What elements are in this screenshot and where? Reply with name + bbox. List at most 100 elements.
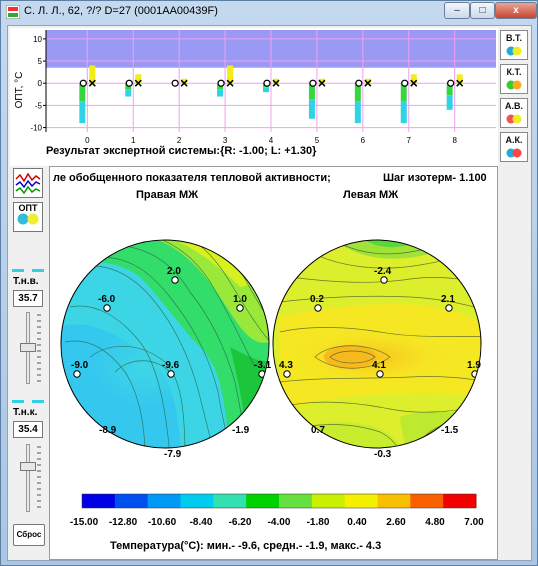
mini-map-icon	[17, 213, 39, 225]
x-tick-label: 3	[223, 136, 228, 145]
bar-negative-bottom	[354, 101, 361, 124]
left-point-label: -1.5	[441, 425, 459, 436]
window-title: С. Л. Л., 62, ?/? D=27 (0001AA00439F)	[24, 5, 218, 17]
opt-label: ОПТ	[18, 203, 38, 213]
colorbar-segment	[246, 494, 280, 508]
zero-marker-circle	[263, 79, 271, 87]
colorbar-tick-label: 7.00	[464, 517, 484, 528]
tnk-slider-thumb[interactable]	[20, 462, 36, 471]
opt-button[interactable]: ОПТ	[13, 202, 43, 232]
opt-chart: 10 5 0 -5 -10 ОПТ, °C 0 1 2 3 4 5 6 7 8	[10, 28, 498, 166]
x-tick-label: 5	[315, 136, 320, 145]
colorbar-labels: -15.00 -12.80 -10.60 -8.40 -6.20 -4.00 -1.80 0.…	[70, 517, 484, 528]
isotherm-step: Шаг изотерм- 1.100	[383, 172, 487, 184]
client-area: 10 5 0 -5 -10 ОПТ, °C 0 1 2 3 4 5 6 7 8 Результат эксп…	[7, 25, 532, 561]
minimize-button[interactable]: –	[444, 2, 470, 19]
y-tick-label: 0	[38, 79, 43, 88]
tnv-value[interactable]: 35.7	[13, 290, 43, 307]
tnv-slider-ticks	[37, 314, 41, 382]
tnv-slider-thumb[interactable]	[20, 343, 36, 352]
right-point-label: 2.0	[167, 266, 181, 277]
x-tick-label: 0	[85, 136, 90, 145]
x-tick-label: 2	[177, 136, 182, 145]
left-point-label: 1.9	[467, 360, 481, 371]
colorbar-segment	[213, 494, 247, 508]
ak-label: А.К.	[505, 135, 523, 145]
bar-positive	[89, 65, 96, 84]
kt-button[interactable]: К.Т.	[500, 64, 528, 94]
close-button[interactable]: x	[495, 2, 537, 19]
bar-positive	[364, 78, 371, 84]
tnv-marker	[32, 269, 44, 272]
app-icon	[6, 5, 20, 19]
expert-system-result: Результат экспертной системы:{R: -1.00; …	[46, 145, 317, 157]
left-point-label: 0.7	[311, 425, 325, 436]
tnk-slider-ticks	[37, 446, 41, 508]
colorbar-tick-label: -4.00	[268, 517, 291, 528]
bar-negative-bottom	[263, 87, 269, 93]
colorbar-segment	[344, 494, 378, 508]
tnk-slider-track[interactable]	[26, 444, 30, 512]
bar-negative-bottom	[217, 89, 224, 97]
bar-negative-top	[354, 83, 361, 102]
colorbar-segment	[443, 494, 477, 508]
zero-marker-circle	[171, 79, 179, 87]
colorbar-border	[81, 493, 477, 509]
bar-negative-bottom	[79, 101, 86, 124]
tnk-label: Т.н.к.	[13, 407, 38, 418]
right-point-label: -7.9	[164, 449, 182, 460]
zero-marker-circle	[401, 79, 409, 87]
x-tick-label: 7	[407, 136, 412, 145]
zero-marker-circle	[217, 79, 225, 87]
zero-marker-cross	[318, 79, 326, 87]
title-bar[interactable]: С. Л. Л., 62, ?/? D=27 (0001AA00439F) – …	[1, 1, 537, 23]
right-breast-outline	[60, 239, 270, 449]
zero-marker-circle	[355, 79, 363, 87]
tnv-label: Т.н.в.	[13, 276, 39, 287]
colorbar-tick-label: 4.80	[425, 517, 445, 528]
colorbar-segment	[147, 494, 181, 508]
bar-negative-bottom	[308, 99, 315, 119]
bar-negative-top	[400, 83, 407, 102]
zero-marker-cross	[180, 79, 188, 87]
bar-negative-top	[446, 83, 453, 96]
bar-positive	[273, 78, 279, 84]
mini-map-icon	[506, 80, 522, 90]
colorbar-tick-label: -1.80	[307, 517, 330, 528]
zero-marker-cross	[88, 79, 96, 87]
left-breast-title: Левая МЖ	[343, 189, 399, 201]
maximize-button[interactable]: □	[470, 2, 495, 19]
colorbar-segment	[410, 494, 444, 508]
tnk-marker	[32, 400, 44, 403]
y-tick-label: -5	[35, 101, 43, 110]
graph-view-button[interactable]	[13, 168, 43, 198]
zero-marker-cross	[364, 79, 372, 87]
right-point-label: -6.0	[98, 294, 116, 305]
left-point-label: -0.3	[374, 449, 392, 460]
vt-button[interactable]: В.Т.	[500, 30, 528, 60]
bar-positive	[410, 74, 417, 84]
colorbar-tick-label: -6.20	[229, 517, 252, 528]
x-tick-label: 6	[361, 136, 366, 145]
reset-button[interactable]: Сброс	[13, 524, 45, 546]
right-point-label: -8.9	[99, 425, 117, 436]
left-point-label: 0.2	[310, 294, 324, 305]
zero-marker-circle	[309, 79, 317, 87]
right-breast-map	[61, 240, 269, 448]
bar-positive	[456, 74, 463, 84]
zero-marker-cross	[456, 79, 464, 87]
colorbar-tick-label: -10.60	[148, 517, 177, 528]
zero-marker-cross	[410, 79, 418, 87]
colorbar-tick-label: 2.60	[386, 517, 406, 528]
bar-negative-bottom	[400, 101, 407, 124]
ak-button[interactable]: А.К.	[500, 132, 528, 162]
bar-positive	[181, 78, 188, 84]
opt-chart-svg: 10 5 0 -5 -10 ОПТ, °C 0 1 2 3 4 5 6 7 8	[14, 30, 496, 145]
y-tick-label: 5	[38, 57, 43, 66]
tnk-value[interactable]: 35.4	[13, 421, 43, 438]
bar-positive	[318, 78, 325, 84]
colorbar-segment	[180, 494, 214, 508]
tnk-marker	[12, 400, 24, 403]
av-button[interactable]: А.В.	[500, 98, 528, 128]
